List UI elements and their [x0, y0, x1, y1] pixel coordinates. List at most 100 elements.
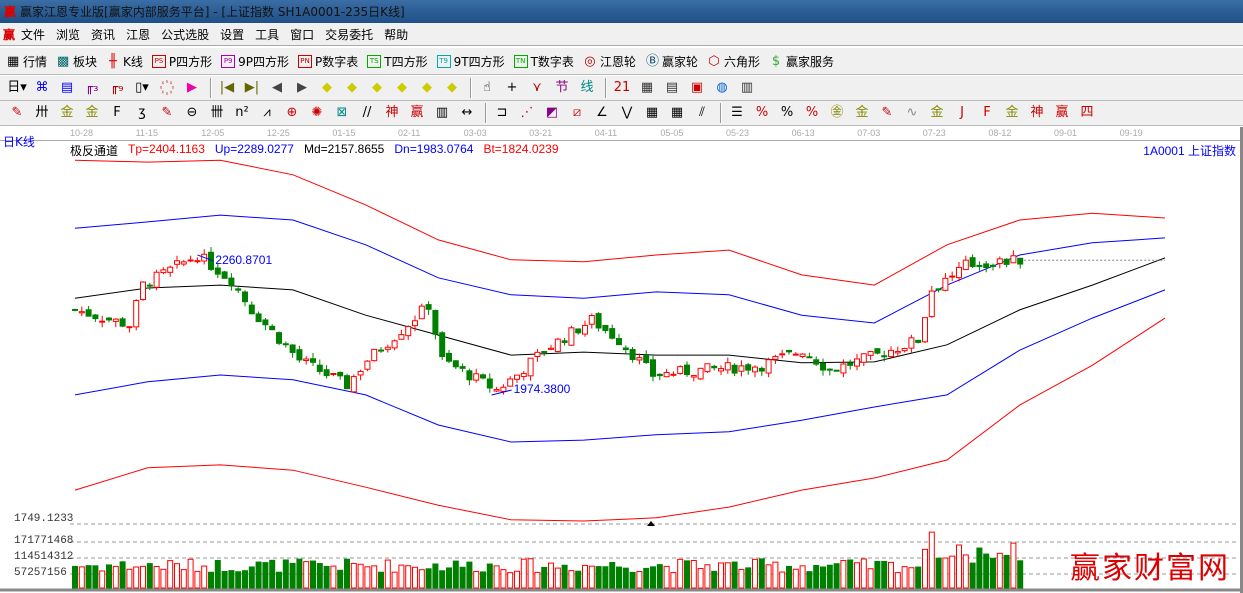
toolbar-button[interactable]: TN T数字表: [513, 53, 574, 70]
box-icon[interactable]: ⊠: [336, 105, 348, 120]
pen3-icon[interactable]: ✎: [881, 105, 893, 120]
fib-icon[interactable]: F: [113, 105, 121, 120]
menu-item[interactable]: 帮助: [384, 27, 409, 42]
shen-icon[interactable]: 神: [385, 105, 399, 120]
f-angle-icon[interactable]: F: [983, 105, 991, 120]
last-icon[interactable]: ▶|: [244, 80, 260, 95]
angle2-icon[interactable]: ∠: [596, 105, 608, 120]
hand-icon[interactable]: ☝: [483, 80, 491, 95]
expand-v-icon[interactable]: ◆: [447, 80, 457, 95]
calculator-icon[interactable]: ▦: [640, 80, 654, 95]
prev-icon[interactable]: ◀: [272, 80, 282, 95]
jie-icon[interactable]: 节: [555, 80, 569, 95]
indicator9-icon[interactable]: ╓₉: [110, 80, 124, 95]
period-label[interactable]: 日K线: [3, 135, 35, 149]
shen-angle-icon[interactable]: 神: [1030, 105, 1044, 120]
ying-angle-icon[interactable]: 赢: [1055, 105, 1069, 120]
circle-icon[interactable]: ⊖: [186, 105, 198, 120]
expand-h-icon[interactable]: ◆: [372, 80, 382, 95]
flag-icon[interactable]: ▶: [187, 80, 197, 95]
percent-icon[interactable]: %: [780, 105, 794, 120]
crosshair-icon[interactable]: +: [506, 80, 518, 95]
line-icon[interactable]: 线: [580, 80, 594, 95]
bracket-icon[interactable]: ⊐: [496, 105, 508, 120]
network-icon[interactable]: ◍: [716, 80, 728, 95]
percent-slash-icon[interactable]: %: [755, 105, 769, 120]
spiral-icon[interactable]: ʒ: [138, 105, 146, 120]
toolbar-button[interactable]: PN P数字表: [298, 53, 358, 70]
menu-item[interactable]: 江恩: [126, 27, 151, 42]
pen2-icon[interactable]: ✎: [161, 105, 173, 120]
wave-icon[interactable]: ∿: [906, 105, 918, 120]
menu-logo[interactable]: 赢: [3, 27, 16, 42]
fan-box-icon[interactable]: ◩: [545, 105, 559, 120]
ruler-icon[interactable]: ▥: [435, 105, 449, 120]
candle-body: [990, 264, 996, 267]
grid-lines-icon[interactable]: 卌: [210, 105, 224, 120]
menu-item[interactable]: 公式选股: [161, 27, 210, 42]
menu-item[interactable]: 交易委托: [325, 27, 374, 42]
save-icon[interactable]: ▣: [690, 80, 704, 95]
list-icon[interactable]: ☰: [731, 105, 743, 120]
gold-circle-icon[interactable]: ㊎: [830, 105, 844, 120]
toolbar-button[interactable]: T9 9T四方形: [436, 53, 505, 70]
toolbar-button[interactable]: ▩ 板块: [56, 53, 97, 70]
line-draw-icon[interactable]: ⋎: [532, 80, 542, 95]
expand-icon[interactable]: ◆: [422, 80, 432, 95]
square-icon[interactable]: n²: [235, 105, 249, 120]
menu-item[interactable]: 浏览: [56, 27, 81, 42]
gold-lines-icon[interactable]: 金: [855, 105, 869, 120]
radial-icon[interactable]: ✺: [311, 105, 323, 120]
right-arrow-icon[interactable]: ◆: [347, 80, 357, 95]
menu-item[interactable]: 文件: [21, 27, 46, 42]
chart-canvas[interactable]: 2260.8701 1974.3800: [0, 127, 1240, 593]
ying-icon[interactable]: 赢: [410, 105, 424, 120]
toolbar-button[interactable]: TS T四方形: [367, 53, 428, 70]
pattern-icon[interactable]: ꙰: [156, 78, 178, 98]
gold-box-icon[interactable]: 金: [930, 105, 944, 120]
next-icon[interactable]: ▶: [297, 80, 307, 95]
gold-angle-icon[interactable]: 金: [1005, 105, 1019, 120]
j-angle-icon[interactable]: J: [960, 105, 964, 120]
menu-item[interactable]: 窗口: [290, 27, 315, 42]
slash-icon[interactable]: ⫽: [699, 105, 705, 120]
percent-lines-icon[interactable]: %: [805, 105, 819, 120]
gann-box-icon[interactable]: ⧄: [572, 105, 582, 120]
kline-chart[interactable]: 10-28 11-15 12-05 12-25 01-15 02-11 03-03 03-21…: [0, 127, 1243, 593]
gold-icon[interactable]: 金: [60, 105, 74, 120]
target-icon[interactable]: ⊕: [286, 105, 298, 120]
toolbar-button[interactable]: ◎ 江恩轮: [583, 53, 636, 70]
zoom-icon[interactable]: ⌘: [35, 80, 49, 95]
toolbar-button[interactable]: Ⓑ 赢家轮: [645, 53, 698, 70]
fan-icon[interactable]: ⋰: [520, 105, 534, 120]
period-dropdown[interactable]: 日▾: [7, 80, 27, 95]
measure-icon[interactable]: ↔: [461, 105, 473, 120]
notebook-icon[interactable]: ▤: [665, 80, 679, 95]
calendar-icon[interactable]: 21: [613, 80, 631, 95]
toolbar-button[interactable]: $ 赢家服务: [769, 53, 834, 70]
grid-icon[interactable]: ▦: [645, 105, 659, 120]
grid2-icon[interactable]: ▦: [670, 105, 684, 120]
si-angle-icon[interactable]: 四: [1080, 105, 1094, 120]
v-icon[interactable]: ⋁: [621, 105, 633, 120]
pen-icon[interactable]: ✎: [11, 105, 23, 120]
menu-item[interactable]: 设置: [220, 27, 245, 42]
toolbar-button[interactable]: P9 9P四方形: [221, 53, 289, 70]
lines-icon[interactable]: 卅: [35, 105, 49, 120]
toolbar-button[interactable]: ▦ 行情: [6, 53, 47, 70]
shrink-icon[interactable]: ◆: [397, 80, 407, 95]
notes-icon[interactable]: ▤: [60, 80, 74, 95]
indicator3-icon[interactable]: ╓₃: [85, 80, 99, 95]
menu-item[interactable]: 工具: [255, 27, 280, 42]
candle-type-dropdown[interactable]: ▯▾: [135, 80, 149, 95]
toolbar-button[interactable]: PS P四方形: [151, 53, 212, 70]
gold2-icon[interactable]: 金: [85, 105, 99, 120]
left-arrow-icon[interactable]: ◆: [322, 80, 332, 95]
first-icon[interactable]: |◀: [219, 80, 235, 95]
menu-item[interactable]: 资讯: [91, 27, 116, 42]
angle-icon[interactable]: ⩘: [263, 105, 271, 120]
toolbar-button[interactable]: ⬡ 六角形: [707, 53, 760, 70]
parallel-icon[interactable]: //: [362, 105, 372, 120]
print-icon[interactable]: ▥: [740, 80, 754, 95]
toolbar-button[interactable]: ╫ K线: [106, 53, 143, 70]
